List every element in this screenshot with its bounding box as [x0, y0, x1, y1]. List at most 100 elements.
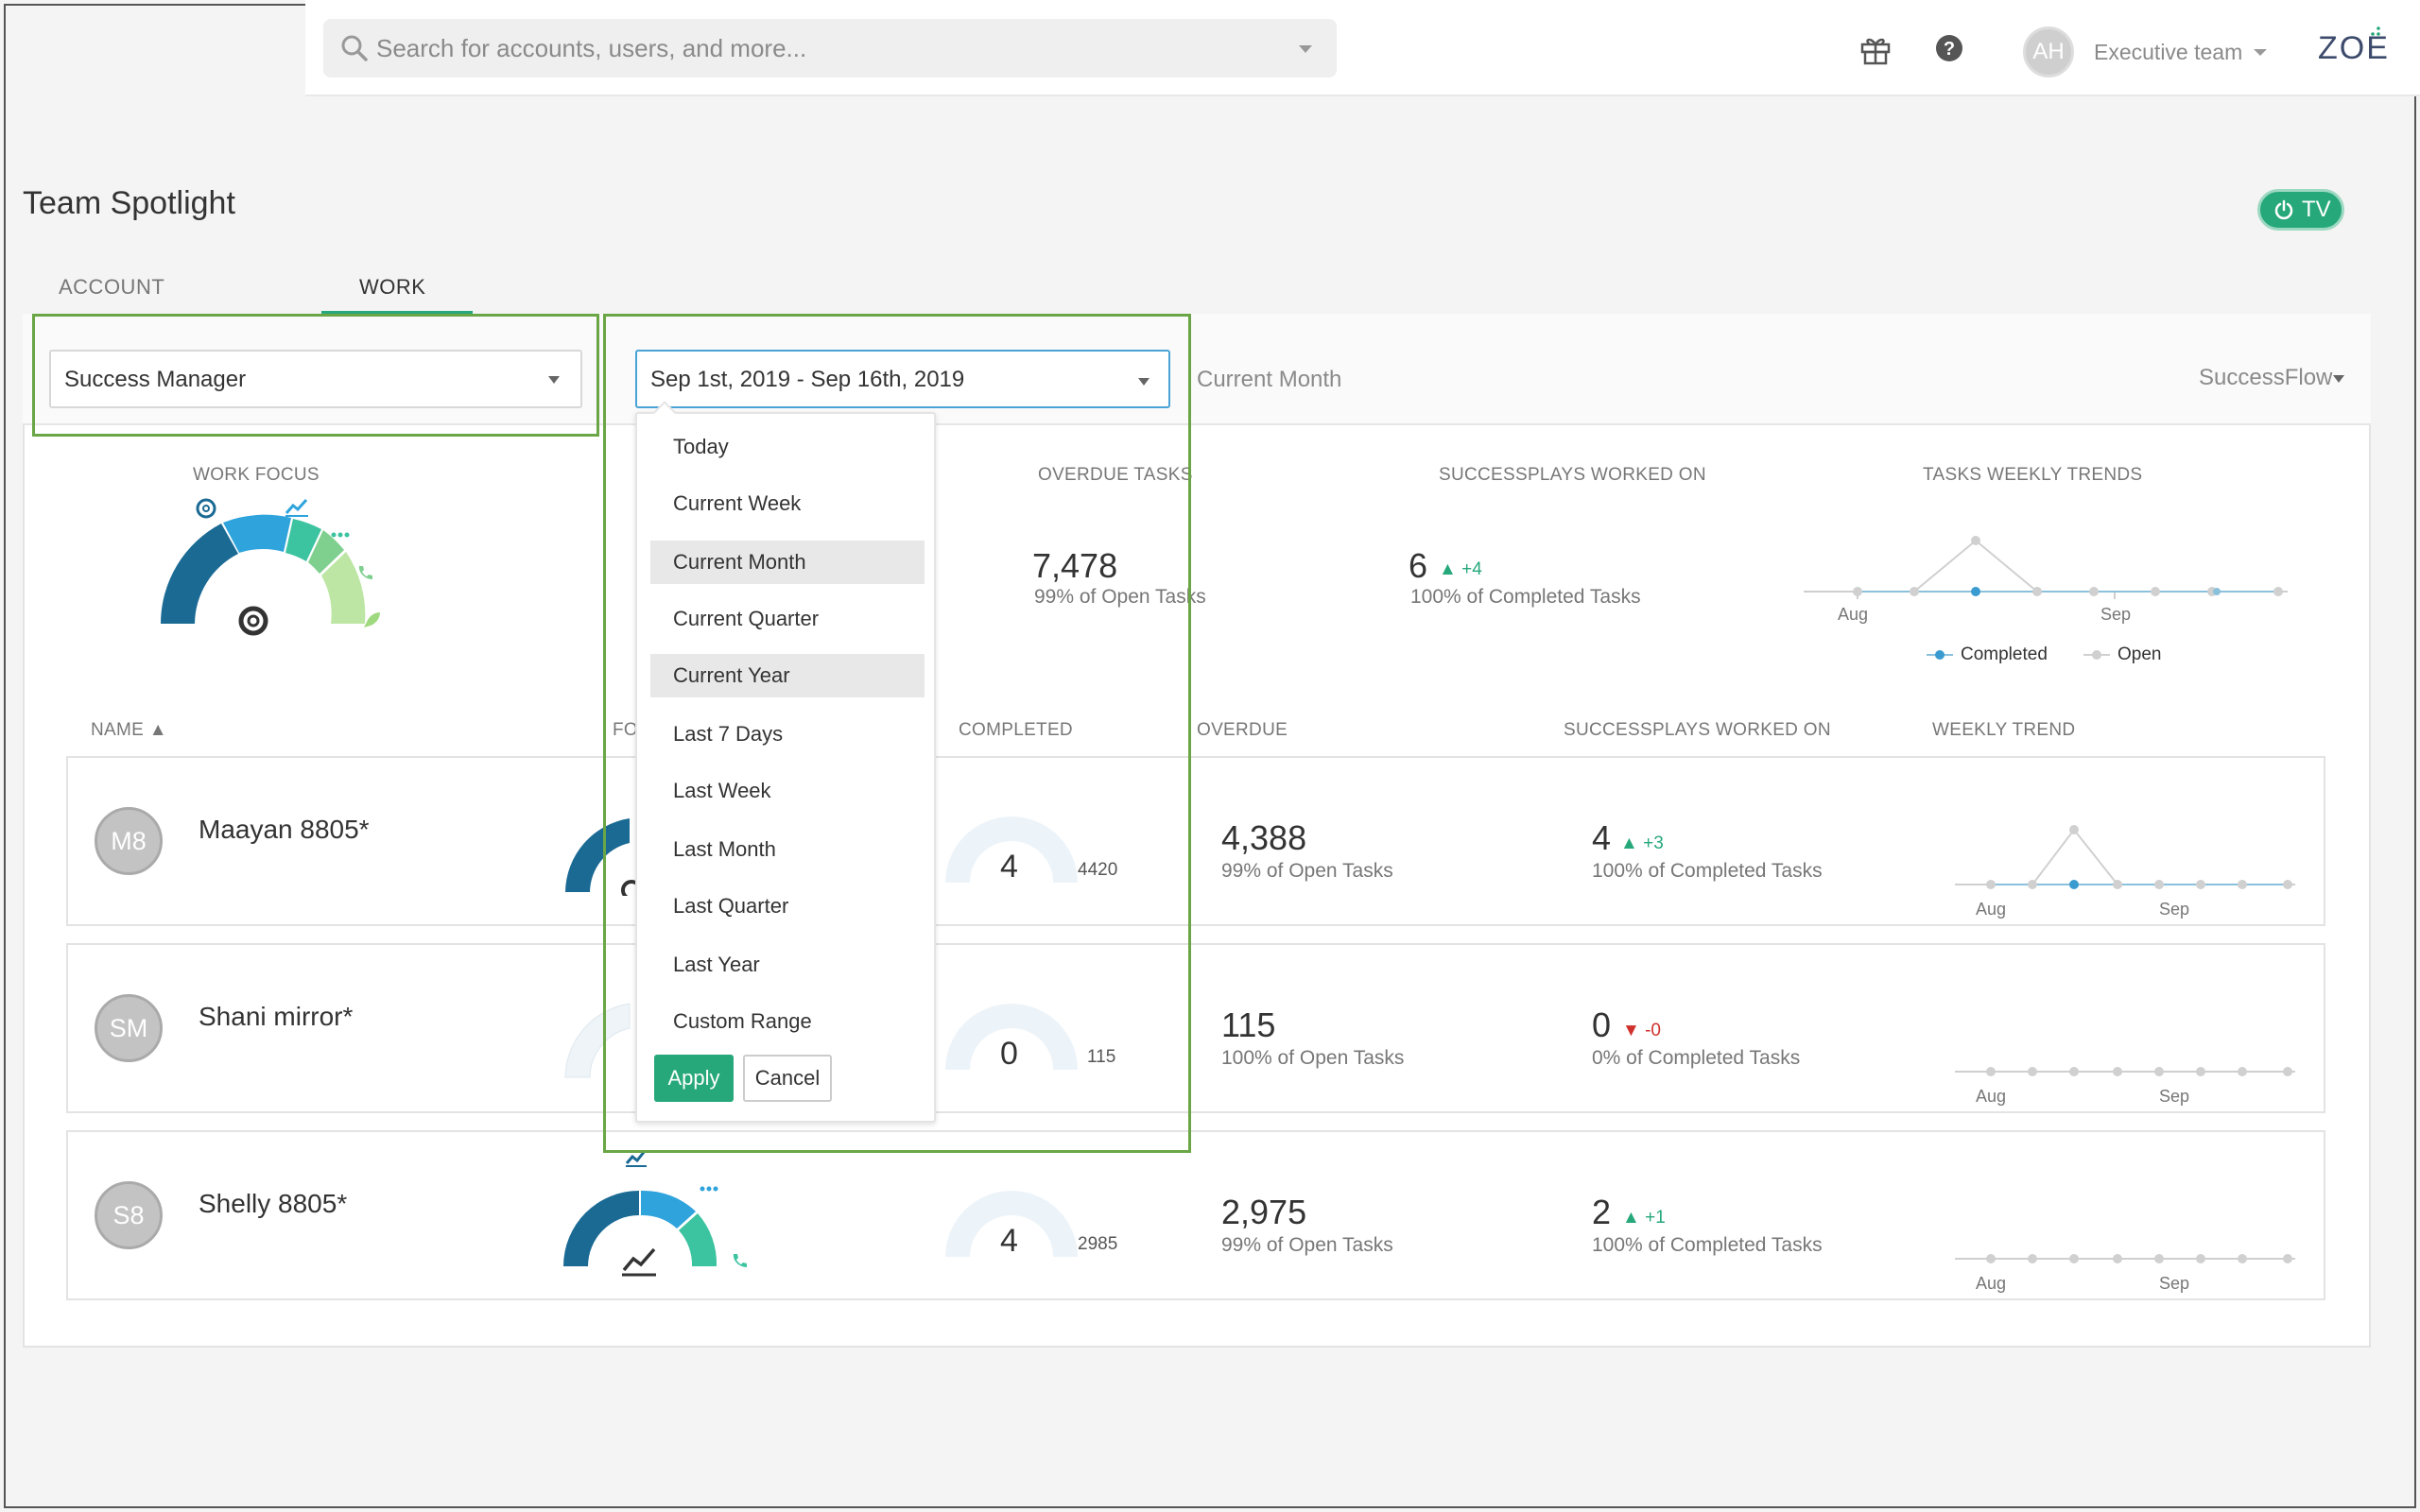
- trend-chart-icon: [285, 498, 308, 517]
- row-overdue-value: 2,975: [1221, 1193, 1307, 1231]
- work-focus-gauge: [161, 514, 366, 636]
- date-option-today[interactable]: Today: [673, 435, 729, 458]
- row-focus-gauge: [564, 1003, 631, 1078]
- overdue-tasks-label: OVERDUE TASKS: [1038, 465, 1193, 485]
- date-option-last-year[interactable]: Last Year: [673, 953, 760, 976]
- team-selector[interactable]: Executive team: [2094, 40, 2243, 64]
- date-option-current-year[interactable]: Current Year: [650, 654, 925, 697]
- row-weekly-trend-chart: [1955, 1067, 2295, 1076]
- period-label: Current Month: [1197, 367, 1342, 392]
- row-focus-gauge: [565, 818, 639, 896]
- row-completed-value: 4: [1000, 1223, 1018, 1259]
- search-placeholder: Search for accounts, users, and more...: [376, 34, 807, 62]
- tab-account-coverage[interactable]: ACCOUNT COVERAGE: [59, 275, 180, 340]
- date-option-last-week[interactable]: Last Week: [673, 779, 771, 802]
- axis-aug-label: Aug: [1838, 605, 1869, 624]
- cancel-button[interactable]: Cancel: [743, 1055, 832, 1102]
- row-successplays-delta: ▲ +1: [1622, 1208, 1666, 1228]
- avatar: S8: [95, 1181, 163, 1249]
- row-axis-aug: Aug: [1976, 1087, 2007, 1106]
- row-completed-gauge: [945, 816, 1078, 883]
- chevron-down-icon[interactable]: [1299, 45, 1312, 53]
- user-avatar[interactable]: AH: [2023, 26, 2074, 77]
- work-focus-label: WORK FOCUS: [193, 465, 320, 485]
- weekly-trends-chart: [1804, 536, 2288, 599]
- chevron-down-icon[interactable]: [2254, 49, 2267, 56]
- row-overdue-sub: 99% of Open Tasks: [1221, 1234, 1393, 1256]
- gift-icon[interactable]: [1858, 32, 1893, 66]
- date-option-current-quarter[interactable]: Current Quarter: [673, 607, 820, 630]
- overdue-tasks-sub: 99% of Open Tasks: [1034, 586, 1206, 608]
- col-header-name[interactable]: NAME ▲: [91, 720, 167, 740]
- delta-text: +3: [1643, 833, 1664, 853]
- date-option-current-week[interactable]: Current Week: [673, 491, 802, 515]
- legend-open: Open: [2118, 644, 2162, 664]
- row-overdue-sub: 99% of Open Tasks: [1221, 860, 1393, 882]
- col-header-successplays: SUCCESSPLAYS WORKED ON: [1564, 720, 1831, 740]
- row-successplays-delta: ▼ -0: [1622, 1021, 1661, 1040]
- row-name[interactable]: Shelly 8805*: [199, 1189, 348, 1218]
- table-row[interactable]: [66, 1130, 2325, 1300]
- row-successplays-delta: ▲ +3: [1620, 833, 1664, 853]
- app-logo: ZOE: [2318, 30, 2390, 66]
- trend-chart-icon: [622, 1247, 656, 1277]
- row-name[interactable]: Maayan 8805*: [199, 815, 370, 844]
- avatar: SM: [95, 994, 163, 1062]
- successplays-sub: 100% of Completed Tasks: [1410, 586, 1641, 608]
- row-axis-aug: Aug: [1976, 900, 2007, 919]
- table-row[interactable]: [66, 943, 2325, 1113]
- search-icon: [341, 35, 368, 61]
- successplays-value: 6: [1409, 546, 1428, 585]
- legend-open-marker: [2083, 650, 2110, 660]
- help-icon[interactable]: ?: [1935, 34, 1963, 62]
- tab-work-focus[interactable]: WORK FOCUS: [321, 266, 473, 340]
- row-axis-sep: Sep: [2159, 1274, 2190, 1293]
- col-header-weekly-trend: WEEKLY TREND: [1932, 720, 2076, 740]
- tv-mode-button[interactable]: TV: [2257, 189, 2344, 231]
- row-successplays-sub: 100% of Completed Tasks: [1592, 860, 1823, 882]
- chevron-down-icon: [548, 376, 560, 384]
- date-range-value: Sep 1st, 2019 - Sep 16th, 2019: [650, 367, 965, 392]
- row-successplays-sub: 100% of Completed Tasks: [1592, 1234, 1823, 1256]
- col-header-focus: FO: [613, 720, 638, 740]
- row-axis-sep: Sep: [2159, 1087, 2190, 1106]
- page-title: Team Spotlight: [23, 185, 235, 221]
- row-total-value: 4420: [1078, 860, 1118, 880]
- rocket-icon: [364, 612, 380, 627]
- row-successplays-sub: 0% of Completed Tasks: [1592, 1047, 1801, 1069]
- lifebuoy-icon: [196, 498, 216, 519]
- delta-text: +1: [1645, 1208, 1666, 1228]
- row-completed-gauge: [945, 1191, 1078, 1257]
- row-successplays-value: 0: [1592, 1005, 1612, 1044]
- successflow-selector[interactable]: SuccessFlow: [2199, 365, 2333, 390]
- role-select[interactable]: Success Manager: [49, 350, 582, 408]
- trend-chart-icon: [625, 1150, 647, 1167]
- avatar: M8: [95, 807, 163, 875]
- apply-button[interactable]: Apply: [654, 1055, 734, 1102]
- delta-text: -0: [1645, 1021, 1661, 1040]
- more-dots-icon: [700, 1186, 718, 1192]
- global-search[interactable]: Search for accounts, users, and more...: [323, 19, 1337, 77]
- phone-icon: [733, 1254, 747, 1267]
- table-row[interactable]: [66, 756, 2325, 926]
- svg-text:?: ?: [1944, 39, 1955, 60]
- row-overdue-value: 115: [1221, 1005, 1276, 1044]
- date-option-last-quarter[interactable]: Last Quarter: [673, 894, 789, 918]
- row-successplays-value: 2: [1592, 1193, 1612, 1231]
- overdue-tasks-value: 7,478: [1032, 546, 1118, 585]
- row-completed-value: 0: [1000, 1036, 1018, 1072]
- row-name[interactable]: Shani mirror*: [199, 1002, 354, 1031]
- date-range-dropdown: Today Current Week Current Month Current…: [635, 401, 936, 1123]
- date-option-last-month[interactable]: Last Month: [673, 837, 776, 861]
- chevron-down-icon[interactable]: [2333, 375, 2344, 383]
- col-header-completed: COMPLETED: [959, 720, 1073, 740]
- phone-icon: [358, 566, 372, 579]
- date-option-current-month[interactable]: Current Month: [650, 541, 925, 584]
- row-successplays-value: 4: [1592, 818, 1612, 857]
- row-weekly-trend-chart: [1955, 1254, 2295, 1263]
- more-dots-icon: [331, 532, 350, 538]
- date-option-custom-range[interactable]: Custom Range: [673, 1009, 812, 1033]
- date-option-last-7-days[interactable]: Last 7 Days: [673, 722, 784, 746]
- row-focus-gauge: [563, 1190, 717, 1266]
- date-range-select[interactable]: Sep 1st, 2019 - Sep 16th, 2019: [635, 350, 1170, 408]
